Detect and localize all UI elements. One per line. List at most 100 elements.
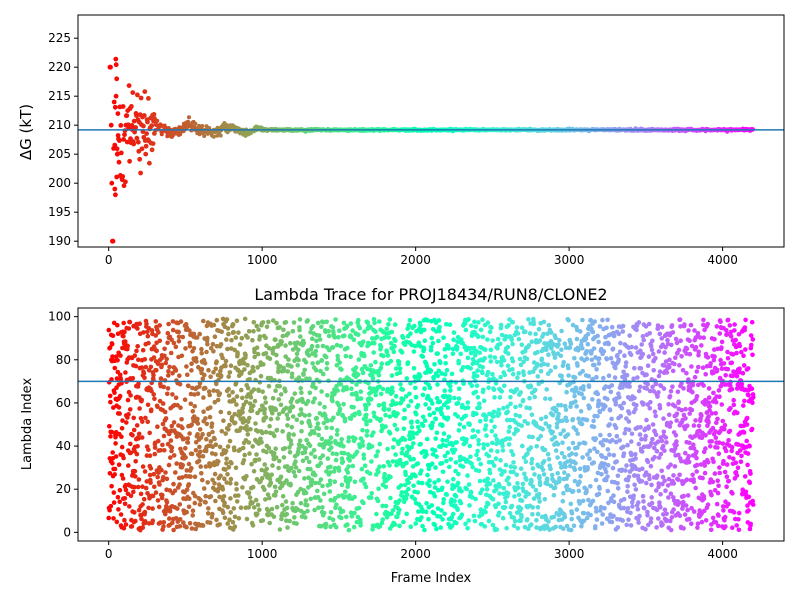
lambda-point xyxy=(480,364,486,370)
lambda-point xyxy=(223,431,228,436)
lambda-point xyxy=(640,351,646,357)
lambda-point xyxy=(401,426,407,432)
lambda-point xyxy=(424,501,429,506)
lambda-point xyxy=(327,478,333,484)
lambda-point xyxy=(156,504,162,510)
lambda-point xyxy=(594,374,599,380)
lambda-point xyxy=(426,406,432,411)
lambda-point xyxy=(317,337,323,342)
lambda-trace-title: Lambda Trace for PROJ18434/RUN8/CLONE2 xyxy=(254,285,607,304)
lambda-point xyxy=(163,470,168,475)
delta-g-point xyxy=(218,133,223,138)
lambda-point xyxy=(615,473,621,479)
lambda-point xyxy=(333,317,338,322)
lambda-point xyxy=(126,326,132,331)
lambda-point xyxy=(145,329,150,335)
lambda-point xyxy=(567,463,573,469)
lambda-point xyxy=(604,356,610,362)
lambda-point xyxy=(485,476,491,482)
lambda-point xyxy=(437,324,442,330)
lambda-point xyxy=(644,372,649,378)
lambda-point xyxy=(123,522,129,527)
lambda-point xyxy=(226,331,231,337)
lambda-point xyxy=(110,450,115,455)
lambda-point xyxy=(320,453,326,458)
lambda-point xyxy=(613,365,618,371)
lambda-point xyxy=(347,458,353,463)
lambda-point xyxy=(164,504,169,509)
lambda-point xyxy=(157,338,163,344)
lambda-point xyxy=(203,493,208,499)
lambda-point xyxy=(236,516,242,521)
lambda-point xyxy=(600,317,605,323)
lambda-point xyxy=(573,461,578,466)
lambda-point xyxy=(627,411,632,416)
lambda-point xyxy=(370,376,376,381)
lambda-point xyxy=(530,484,536,489)
lambda-point xyxy=(349,386,354,392)
delta-g-point xyxy=(133,125,139,130)
lambda-point xyxy=(404,511,410,517)
lambda-point xyxy=(513,412,519,418)
lambda-point xyxy=(556,342,561,347)
lambda-point xyxy=(377,441,383,447)
lambda-point xyxy=(574,507,580,512)
lambda-point xyxy=(243,399,249,405)
lambda-point xyxy=(260,320,266,325)
lambda-point xyxy=(250,500,255,506)
lambda-point xyxy=(411,366,417,371)
lambda-point xyxy=(234,402,239,407)
lambda-point xyxy=(612,375,618,380)
lambda-point xyxy=(197,502,203,507)
delta-g-point xyxy=(112,142,118,148)
lambda-point xyxy=(534,517,539,523)
lambda-point xyxy=(643,526,648,532)
lambda-point xyxy=(505,491,511,496)
lambda-point xyxy=(515,428,520,433)
lambda-point xyxy=(286,357,291,362)
lambda-point xyxy=(618,413,623,419)
delta-g-plot-frame xyxy=(77,14,785,248)
lambda-point xyxy=(181,520,186,525)
lambda-point xyxy=(155,424,160,430)
lambda-point xyxy=(444,458,449,464)
lambda-point xyxy=(409,419,414,425)
lambda-point xyxy=(529,522,534,527)
lambda-point xyxy=(263,497,268,502)
lambda-point xyxy=(637,432,643,437)
lambda-point xyxy=(321,491,327,497)
lambda-point xyxy=(315,421,321,426)
lambda-point xyxy=(570,489,576,494)
lambda-point xyxy=(613,402,619,407)
lambda-point xyxy=(541,361,547,367)
delta-g-point xyxy=(113,93,119,99)
lambda-point xyxy=(355,332,361,338)
lambda-point xyxy=(253,421,258,426)
lambda-point xyxy=(162,448,167,453)
lambda-point xyxy=(315,343,320,349)
lambda-point xyxy=(508,464,514,469)
lambda-point xyxy=(487,470,493,476)
lambda-point xyxy=(535,349,540,355)
lambda-point xyxy=(498,374,503,380)
lambda-point xyxy=(227,438,233,444)
lambda-point xyxy=(214,359,219,364)
lambda-point xyxy=(334,502,339,508)
delta-g-point xyxy=(113,192,118,198)
delta-g-point xyxy=(113,56,119,62)
lambda-point xyxy=(245,385,251,391)
lambda-point xyxy=(634,327,639,333)
lambda-point xyxy=(118,353,123,358)
lambda-point xyxy=(577,479,582,485)
lambda-point xyxy=(293,459,298,464)
lambda-point xyxy=(158,376,164,381)
delta-g-point xyxy=(117,138,122,144)
lambda-point xyxy=(565,473,571,478)
lambda-point xyxy=(595,449,600,455)
lambda-point xyxy=(324,319,330,325)
lambda-point xyxy=(452,498,457,504)
lambda-point xyxy=(520,481,526,487)
lambda-point xyxy=(225,504,231,510)
lambda-point xyxy=(299,428,304,434)
lambda-point xyxy=(415,461,421,466)
